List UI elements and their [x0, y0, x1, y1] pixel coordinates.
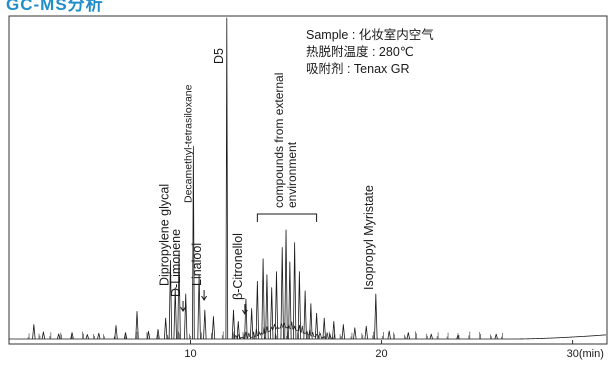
annotation-label: environment — [285, 141, 299, 208]
sample-info-line: 吸附剂 : Tenax GR — [306, 62, 410, 76]
chromatogram-peak — [56, 333, 61, 340]
plot-frame — [8, 15, 608, 345]
chromatogram-peak — [156, 328, 160, 340]
chromatogram-peak — [374, 293, 378, 340]
chromatogram-peak — [41, 331, 46, 340]
header-title: GC-MS分析 — [6, 0, 104, 14]
chromatogram-peak — [274, 271, 279, 340]
chromatogram-peak — [32, 324, 36, 340]
sample-info-line: 热脱附温度 : 280℃ — [306, 45, 414, 59]
chromatogram-peak — [97, 332, 101, 340]
chromatogram-peak — [284, 229, 288, 340]
chromatogram-peak — [177, 251, 181, 340]
chromatogram-peak — [406, 332, 410, 340]
chromatogram-peak — [163, 317, 168, 340]
chromatogram-peak — [270, 287, 274, 340]
chromatogram-peak — [211, 316, 216, 340]
chromatogram-peak — [168, 259, 173, 340]
annotation-label: Linalool — [190, 243, 204, 286]
annotation-label: D-Limonene — [169, 229, 183, 297]
chromatogram-baseline — [9, 334, 607, 340]
chromatogram-peak — [70, 332, 74, 340]
chromatogram-peak — [184, 293, 188, 340]
chromatogram-peak — [280, 247, 284, 340]
chromatogram-peak — [341, 324, 346, 340]
chromatogram-peak — [265, 274, 269, 340]
chromatogram-peak — [309, 303, 313, 340]
chromatogram-peak — [173, 287, 177, 340]
chromatogram-peak — [225, 17, 229, 340]
chromatogram-peak — [288, 261, 292, 340]
chromatogram-peak — [135, 310, 139, 340]
x-axis-tick-label: 30(min) — [567, 348, 604, 360]
chromatogram-peak — [261, 258, 265, 340]
chromatogram-peak — [255, 280, 260, 340]
chromatogram-peak — [203, 309, 207, 340]
chromatogram-peak — [85, 334, 90, 340]
x-axis-tick-label: 20 — [375, 348, 387, 360]
chromatogram-peak — [236, 320, 240, 340]
chromatogram-peak — [332, 320, 336, 340]
chromatogram-peak — [146, 330, 151, 340]
chromatogram-peak — [123, 332, 128, 340]
chromatogram-peak — [494, 333, 498, 340]
chromatogram-peak — [314, 312, 319, 340]
annotation-arrow — [180, 301, 186, 312]
chromatogram-peak — [244, 298, 248, 340]
annotation-label: β-Citronellol — [231, 233, 245, 300]
chromatogram-peak — [429, 333, 433, 340]
chromatogram-peak — [231, 309, 236, 340]
chromatogram-peak — [322, 317, 326, 340]
annotation-arrow — [201, 290, 208, 301]
annotation-bracket — [256, 213, 318, 222]
chromatogram-peak — [387, 330, 391, 340]
chromatogram-peak — [249, 308, 254, 340]
sample-info-line: Sample : 化妆室内空气 — [306, 28, 434, 42]
annotation-label: Isopropyl Myristate — [362, 185, 376, 290]
chromatogram-peak — [292, 242, 297, 340]
annotation-label: D5 — [212, 48, 226, 64]
chromatogram-peak — [353, 327, 357, 340]
sample-info: Sample : 化妆室内空气 热脱附温度 : 280℃ 吸附剂 : Tenax… — [306, 27, 434, 78]
chromatogram-peak — [364, 325, 368, 340]
chromatogram-peak — [197, 274, 201, 340]
chromatogram-peak — [303, 290, 307, 340]
chromatogram-peak — [192, 146, 195, 340]
annotation-arrow — [241, 304, 248, 315]
chromatogram-peak — [297, 271, 302, 340]
x-axis-tick-label: 10 — [184, 348, 196, 360]
annotation-label: Dipropylene glycal — [157, 184, 171, 286]
annotation-label: Decamethyl-tetrasiloxane — [182, 84, 194, 203]
annotation-label: compounds from external — [272, 73, 286, 208]
